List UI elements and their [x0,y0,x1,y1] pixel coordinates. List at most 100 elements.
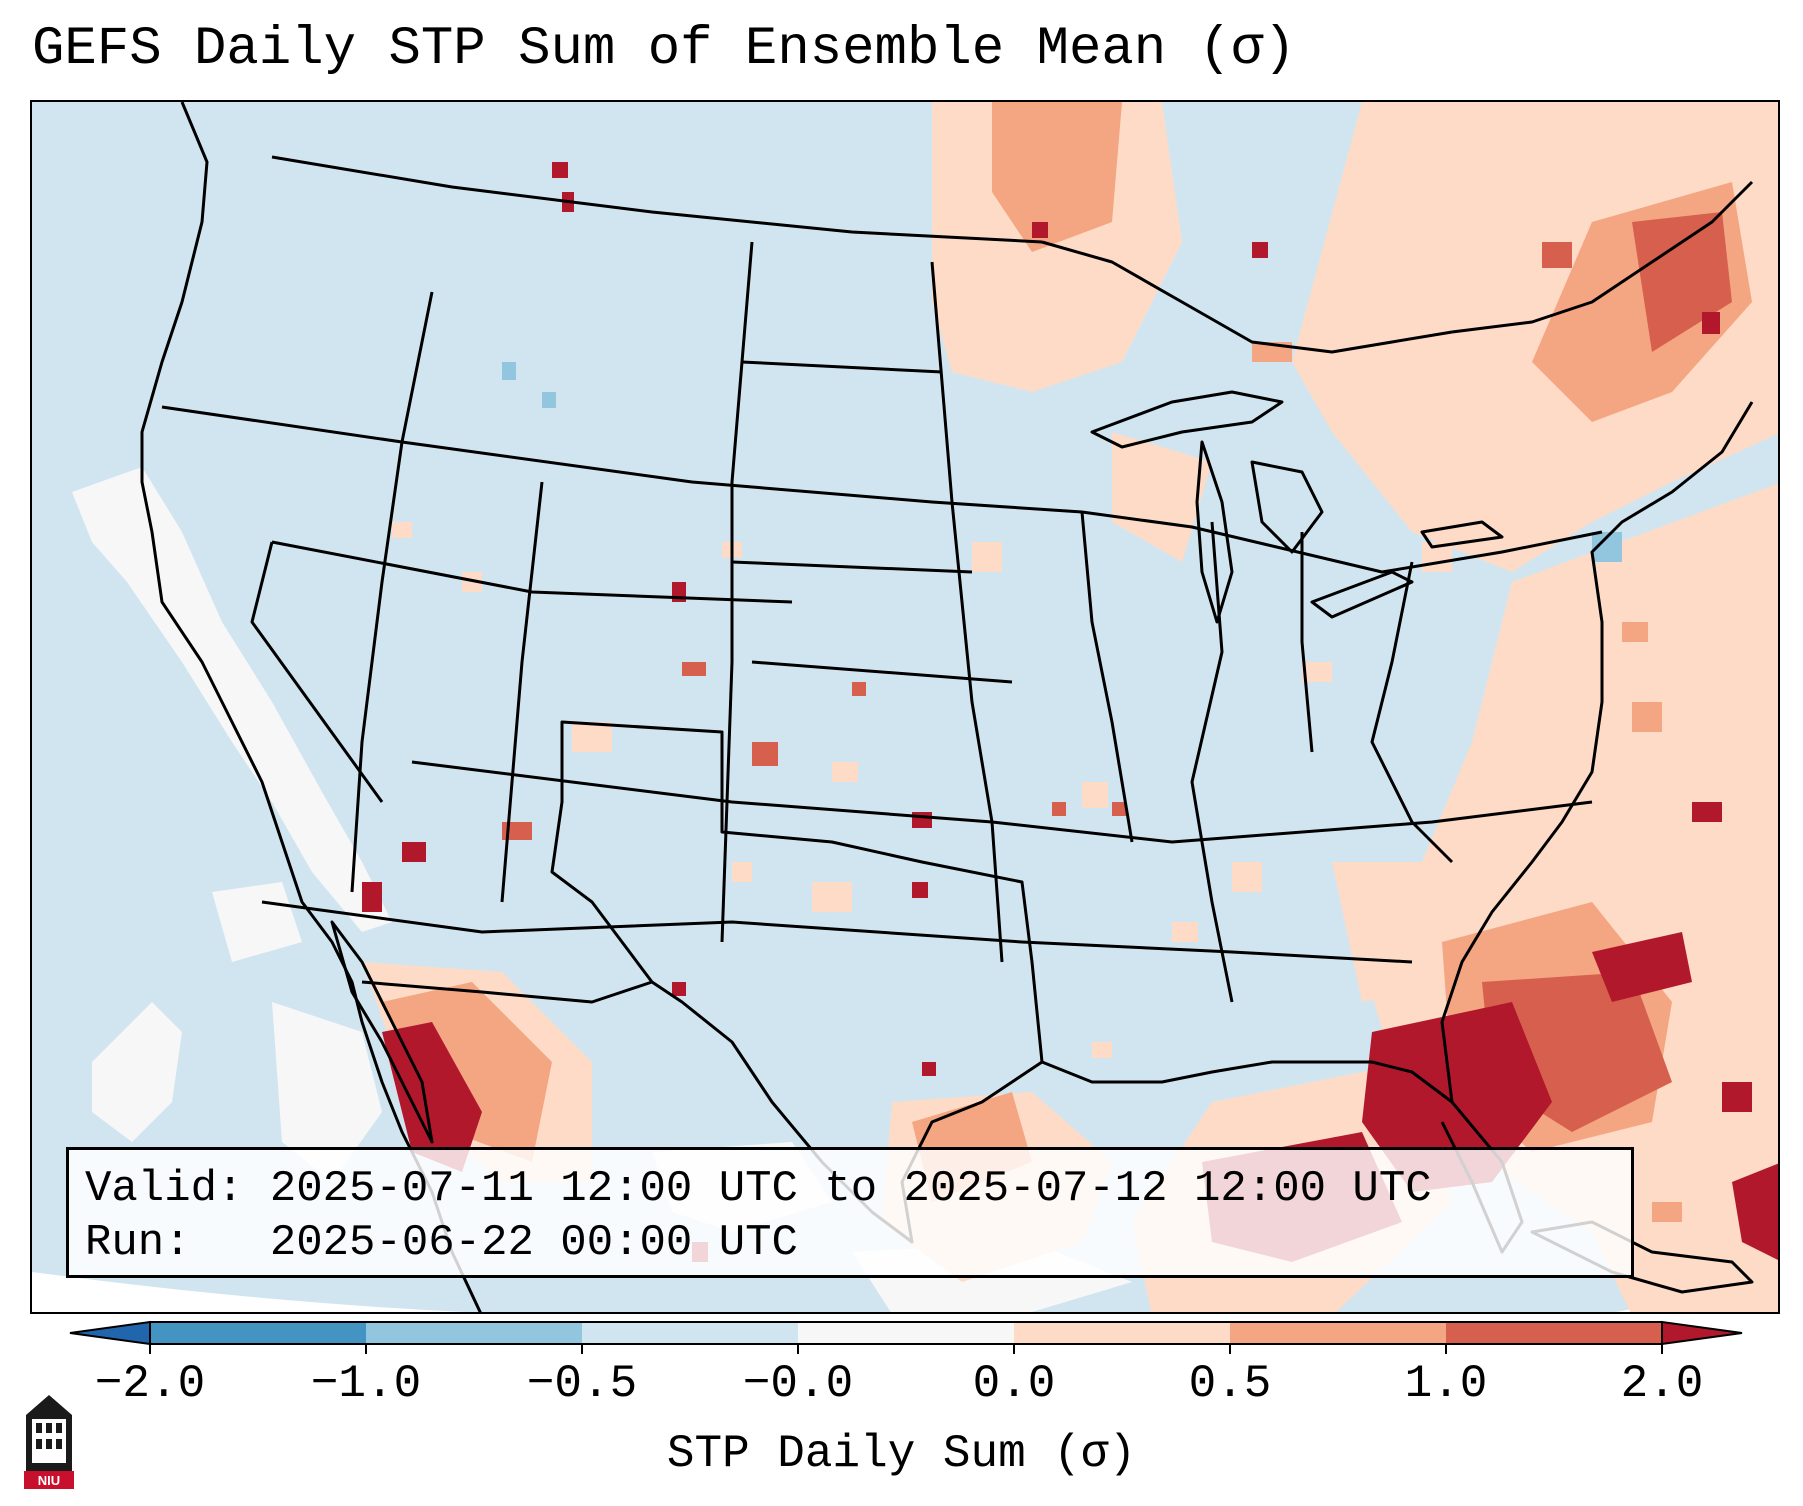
grid-cell [402,842,426,862]
grid-cell [1302,662,1332,682]
grid-cell [1652,1202,1682,1222]
anomaly-region-canada [992,102,1122,252]
state-line [1370,561,1454,864]
anomaly-region-florida [1362,1002,1552,1192]
valid-run-info-box: Valid: 2025-07-11 12:00 UTC to 2025-07-1… [66,1147,1634,1278]
anomaly-region-carib [1732,1163,1778,1260]
grid-cell [392,522,412,538]
east-coast [1440,401,1754,1103]
colorbar-tick-label: 0.5 [1188,1358,1272,1410]
state-line [1080,511,1134,843]
projection-edge [32,1272,465,1312]
grid-cell [682,662,706,676]
state-line [731,560,973,574]
colorbar-segment [1230,1322,1447,1344]
state-line [1190,521,1234,1003]
niu-seal-icon: NIU [24,1395,74,1489]
grid-cell [1622,622,1648,642]
colorbar-extend-high [1661,1320,1743,1346]
grid-cell [572,722,612,752]
grid-cell [1052,802,1066,816]
state-line [741,360,943,374]
colorbar-segment [366,1322,583,1344]
anomaly-region-atl-east [1592,932,1692,1002]
colorbar-tick-label: 0.0 [972,1358,1056,1410]
grid-cell [1092,1042,1112,1058]
colorbar-label: STP Daily Sum (σ) [666,1428,1137,1480]
grid-cell [1082,782,1108,808]
grid-cell [1632,702,1662,732]
colorbar-outline [149,1321,1663,1345]
grid-cell [922,1062,936,1076]
neutral-region-pacific2 [212,882,302,962]
colorbar-segments [69,1320,1743,1346]
neutral-region-baja [92,1002,182,1142]
anomaly-region-southeast [1332,862,1452,1002]
colorbar-segment [1446,1322,1663,1344]
stp-map[interactable] [32,102,1780,1314]
grid-cell [1252,242,1268,258]
grid-cell [832,762,858,782]
mexico-border [361,980,653,1004]
grid-cell [732,862,752,882]
colorbar-tick-label: 1.0 [1404,1358,1488,1410]
state-line [261,900,1413,964]
colorbar-extend-low [69,1320,151,1346]
colorbar-tick-marks [149,1344,1663,1354]
grid-cell [812,882,852,912]
grid-cell [1112,802,1126,816]
colorbar-tick-label: 2.0 [1620,1358,1704,1410]
run-label: Run: [85,1218,191,1268]
anomaly-region-mexico [382,1022,482,1172]
canada-border-east [1041,240,1453,354]
grid-cell [1232,862,1262,892]
lake-erie [1310,570,1414,619]
state-line [271,540,793,604]
colorbar-segment [1014,1322,1231,1344]
valid-label: Valid: [85,1164,244,1214]
colorbar-segment [798,1322,1015,1344]
neutral-region-baja2 [272,1002,382,1182]
chart-title: GEFS Daily STP Sum of Ensemble Mean (σ) [32,19,1296,80]
grid-cell [542,392,556,408]
colorbar-segment [150,1322,367,1344]
grid-cell [502,362,516,380]
state-line [350,291,434,893]
grid-cell [552,162,568,178]
canada-border-west [271,155,1043,244]
grid-cell [912,812,932,828]
grid-cell [1172,922,1198,942]
lake-huron [1250,460,1324,554]
colorbar [69,1320,1743,1354]
state-line [411,760,1593,844]
grid-cell [852,682,866,696]
lake-superior [1090,390,1284,449]
colorbar-segment [582,1322,799,1344]
coastline-west [140,102,482,1312]
colorbar-tick-label: −0.5 [526,1358,638,1410]
colorbar-tick-label: −1.0 [310,1358,422,1410]
lake-ontario [1420,520,1504,549]
svg-text:NIU: NIU [38,1473,60,1488]
grid-cell [462,572,482,592]
grid-cell [972,542,1002,572]
grid-cell [1722,1082,1752,1112]
valid-time-range: 2025-07-11 12:00 UTC to 2025-07-12 12:00… [269,1164,1432,1214]
grid-cell [1542,242,1572,268]
neutral-region-pacific [72,467,392,932]
anomaly-region-lakes [1112,432,1212,562]
grid-cell [672,982,686,996]
state-line [500,481,544,903]
boundaries [140,102,1754,1312]
map-panel[interactable] [30,100,1780,1314]
grid-cell [912,882,928,898]
grid-cell [1032,222,1048,238]
lake-michigan [1195,440,1234,624]
state-line [250,541,384,803]
grid-cell [752,742,778,766]
state-line [1300,532,1314,753]
colorbar-tick-label: −0.0 [742,1358,854,1410]
grid-cell [1692,802,1722,822]
state-line [751,660,1013,684]
grid-cell [362,882,382,912]
